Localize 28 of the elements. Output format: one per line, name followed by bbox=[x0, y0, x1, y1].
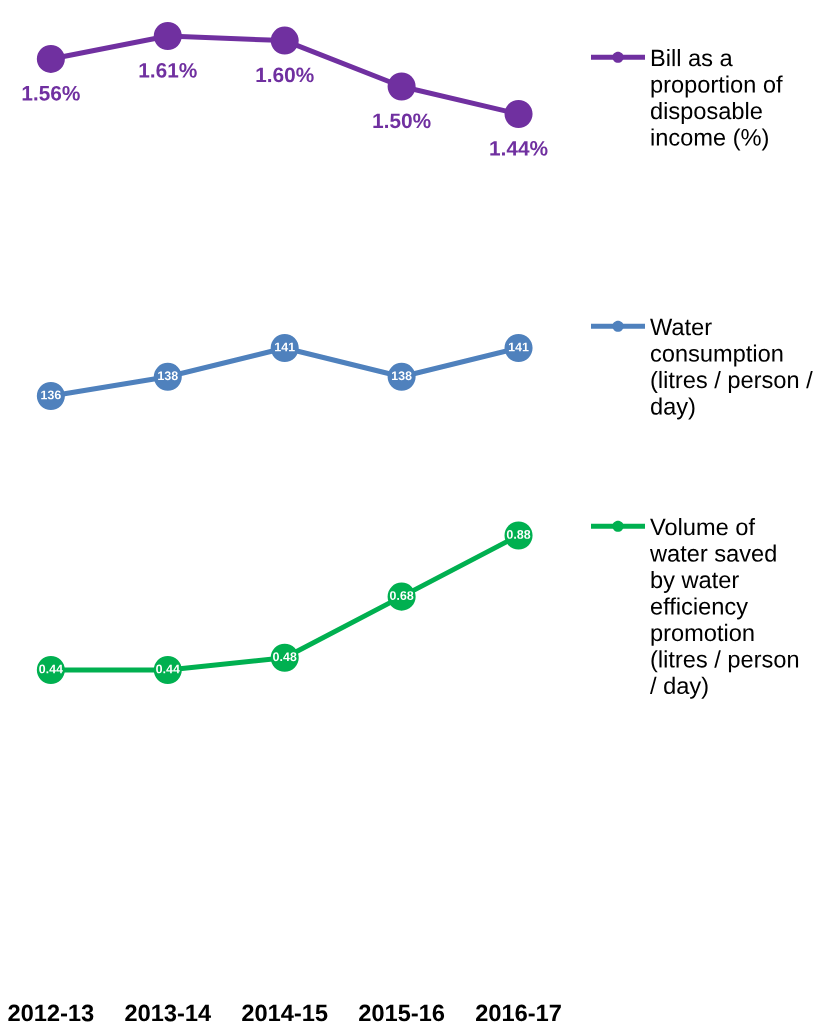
data-label: 138 bbox=[158, 371, 178, 381]
x-tick-label: 2014-15 bbox=[242, 1004, 328, 1022]
data-label: 1.56% bbox=[22, 85, 80, 101]
data-label: 1.61% bbox=[139, 62, 197, 78]
legend-label: Volume of water saved by water efficiency promotion (litres / person / day) bbox=[649, 518, 799, 699]
x-tick-label: 2015-16 bbox=[359, 1004, 445, 1022]
data-label: 0.44 bbox=[156, 664, 180, 674]
data-label: 1.50% bbox=[373, 113, 431, 129]
data-label: 1.60% bbox=[256, 67, 314, 83]
point bbox=[36, 44, 65, 73]
point bbox=[270, 26, 299, 55]
data-label: 138 bbox=[391, 371, 412, 381]
data-label: 136 bbox=[41, 390, 61, 400]
data-label: 0.48 bbox=[273, 652, 297, 662]
legend-label: Water consumption (litres / person / day) bbox=[650, 318, 813, 420]
point bbox=[387, 72, 416, 101]
data-label: 0.88 bbox=[506, 530, 531, 539]
data-label: 141 bbox=[275, 342, 295, 352]
legend-label: Bill as a proportion of disposable income (%) bbox=[650, 49, 783, 151]
data-label: 0.44 bbox=[39, 664, 63, 674]
data-label: 0.68 bbox=[389, 591, 414, 600]
x-tick-label: 2013-14 bbox=[125, 1004, 211, 1022]
point bbox=[504, 99, 533, 129]
x-tick-label: 2016-17 bbox=[476, 1004, 561, 1022]
data-label: 1.44% bbox=[490, 141, 548, 156]
x-tick-label: 2012-13 bbox=[8, 1004, 94, 1022]
data-label: 141 bbox=[508, 342, 529, 352]
point bbox=[153, 21, 182, 51]
